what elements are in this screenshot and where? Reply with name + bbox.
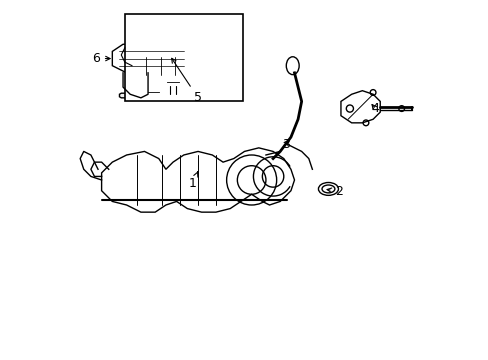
Text: 3: 3 (281, 138, 289, 151)
Text: 2: 2 (326, 185, 343, 198)
Text: 1: 1 (188, 172, 198, 190)
Polygon shape (119, 93, 128, 98)
Bar (124, 14, 242, 102)
Text: 5: 5 (171, 58, 202, 104)
Text: 4: 4 (370, 102, 378, 115)
Text: 6: 6 (92, 52, 110, 65)
